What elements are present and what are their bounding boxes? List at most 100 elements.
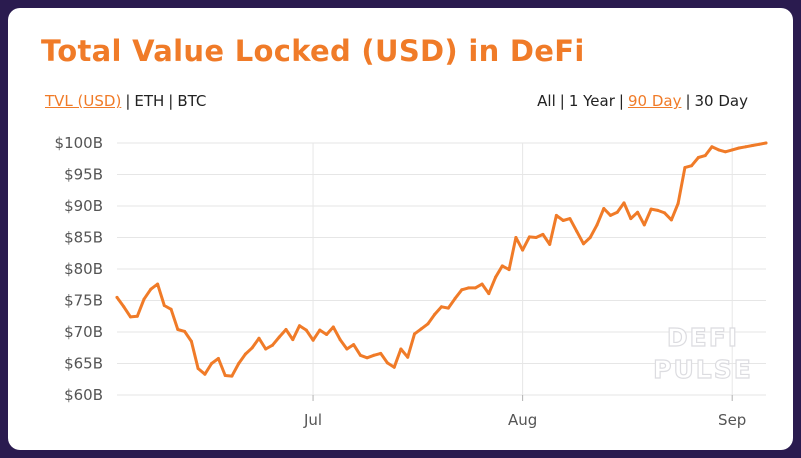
data-point bbox=[189, 339, 193, 343]
watermark-line-1: DEFI bbox=[667, 323, 739, 352]
data-point bbox=[683, 166, 687, 170]
y-tick-label: $60B bbox=[64, 386, 103, 404]
data-point bbox=[663, 211, 667, 215]
data-point bbox=[582, 242, 585, 246]
data-point bbox=[142, 297, 146, 301]
data-point bbox=[656, 208, 660, 212]
data-point bbox=[318, 328, 322, 332]
data-point bbox=[176, 328, 180, 331]
data-point bbox=[223, 374, 227, 377]
data-point bbox=[521, 248, 525, 252]
data-point bbox=[169, 307, 173, 311]
data-point bbox=[433, 312, 437, 316]
tab-tvl-usd[interactable]: TVL (USD) bbox=[45, 92, 122, 110]
data-point bbox=[757, 142, 761, 146]
data-point bbox=[588, 236, 592, 239]
y-tick-label: $90B bbox=[64, 197, 103, 215]
data-point bbox=[494, 275, 498, 279]
data-point bbox=[696, 156, 700, 159]
data-point bbox=[717, 148, 721, 152]
data-point bbox=[406, 355, 410, 359]
data-point bbox=[649, 207, 653, 211]
data-point bbox=[568, 217, 572, 221]
data-points bbox=[115, 141, 768, 378]
data-point bbox=[338, 338, 342, 342]
y-tick-label: $85B bbox=[64, 229, 103, 247]
tab-separator: | bbox=[618, 92, 624, 110]
data-point bbox=[372, 353, 376, 357]
data-point bbox=[257, 336, 261, 340]
metric-tabs: TVL (USD) | ETH | BTC bbox=[45, 92, 206, 110]
tab-btc[interactable]: BTC bbox=[177, 92, 207, 110]
data-point bbox=[331, 325, 335, 329]
data-point bbox=[642, 223, 646, 227]
data-point bbox=[548, 242, 552, 246]
data-point bbox=[250, 346, 254, 350]
watermark: DEFI PULSE bbox=[653, 322, 753, 384]
data-point bbox=[311, 338, 315, 342]
data-point bbox=[595, 223, 599, 227]
tab-separator: | bbox=[168, 92, 174, 110]
data-point bbox=[298, 324, 301, 328]
data-point bbox=[615, 210, 619, 214]
data-point bbox=[325, 333, 329, 336]
x-tick-label: Aug bbox=[508, 411, 537, 429]
tab-range-90-day[interactable]: 90 Day bbox=[627, 92, 682, 110]
data-point bbox=[149, 287, 153, 291]
data-point bbox=[399, 347, 403, 351]
data-point bbox=[440, 305, 443, 309]
tab-eth[interactable]: ETH bbox=[134, 92, 165, 110]
data-point bbox=[419, 327, 423, 331]
y-axis: $60B $65B $70B $75B $80B $85B $90B $95B $100B bbox=[55, 134, 103, 404]
page-title: Total Value Locked (USD) in DeFi bbox=[41, 34, 585, 68]
data-point bbox=[636, 210, 640, 214]
data-point bbox=[413, 332, 416, 336]
data-point bbox=[541, 232, 545, 236]
data-point bbox=[352, 343, 356, 347]
data-point bbox=[527, 235, 531, 239]
data-point bbox=[561, 219, 565, 222]
y-tick-label: $80B bbox=[64, 260, 103, 278]
watermark-line-2: PULSE bbox=[653, 355, 753, 384]
y-tick-label: $75B bbox=[64, 292, 103, 310]
data-point bbox=[365, 356, 369, 360]
data-point bbox=[622, 201, 626, 205]
x-axis: Jul Aug Sep bbox=[303, 395, 746, 429]
y-tick-label: $100B bbox=[55, 134, 103, 152]
data-point bbox=[135, 314, 139, 318]
x-tick-label: Jul bbox=[303, 411, 322, 429]
data-point bbox=[669, 218, 673, 222]
data-point bbox=[737, 146, 741, 150]
data-point bbox=[453, 297, 457, 301]
data-point bbox=[500, 264, 504, 268]
y-tick-label: $65B bbox=[64, 355, 103, 373]
data-point bbox=[358, 353, 362, 357]
data-point bbox=[210, 362, 214, 365]
data-point bbox=[514, 236, 518, 239]
tab-separator: | bbox=[125, 92, 131, 110]
data-point bbox=[284, 328, 288, 331]
data-point bbox=[602, 207, 606, 210]
y-tick-label: $95B bbox=[64, 166, 103, 184]
data-point bbox=[183, 329, 187, 333]
tab-range-30-day[interactable]: 30 Day bbox=[694, 92, 748, 110]
tab-range-1-year[interactable]: 1 Year bbox=[568, 92, 615, 110]
data-point bbox=[243, 352, 247, 356]
data-point bbox=[629, 217, 633, 221]
data-point bbox=[554, 213, 558, 217]
data-point bbox=[710, 145, 714, 149]
data-point bbox=[122, 305, 126, 309]
tab-separator: | bbox=[559, 92, 565, 110]
data-point bbox=[487, 292, 491, 296]
data-point bbox=[730, 148, 734, 152]
chart-grid bbox=[117, 142, 766, 396]
data-point bbox=[304, 328, 308, 332]
data-point bbox=[703, 154, 707, 158]
data-point bbox=[264, 347, 268, 351]
x-tick-label: Sep bbox=[718, 411, 746, 429]
tab-range-all[interactable]: All bbox=[537, 92, 556, 110]
data-point bbox=[345, 347, 349, 351]
data-point bbox=[379, 351, 383, 355]
tab-separator: | bbox=[685, 92, 691, 110]
data-point bbox=[467, 286, 470, 290]
